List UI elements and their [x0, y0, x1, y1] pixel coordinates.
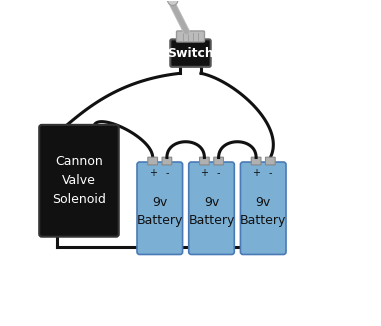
FancyBboxPatch shape [148, 157, 157, 165]
FancyBboxPatch shape [189, 162, 234, 255]
Text: -: - [165, 169, 169, 179]
FancyBboxPatch shape [176, 31, 205, 42]
Text: Switch: Switch [167, 47, 214, 60]
Text: +: + [149, 169, 157, 179]
FancyBboxPatch shape [266, 157, 275, 165]
Text: 9v
Battery: 9v Battery [240, 196, 287, 227]
FancyBboxPatch shape [251, 157, 261, 165]
FancyBboxPatch shape [137, 162, 182, 255]
FancyBboxPatch shape [170, 39, 211, 67]
Circle shape [168, 0, 178, 6]
FancyBboxPatch shape [240, 162, 286, 255]
FancyBboxPatch shape [39, 125, 119, 237]
Text: Cannon
Valve
Solenoid: Cannon Valve Solenoid [52, 155, 106, 206]
FancyBboxPatch shape [214, 157, 224, 165]
FancyBboxPatch shape [162, 157, 172, 165]
Text: -: - [217, 169, 220, 179]
Text: -: - [269, 169, 272, 179]
Text: 9v
Battery: 9v Battery [188, 196, 235, 227]
FancyBboxPatch shape [200, 157, 209, 165]
Text: 9v
Battery: 9v Battery [137, 196, 183, 227]
Text: +: + [200, 169, 208, 179]
Text: +: + [252, 169, 260, 179]
